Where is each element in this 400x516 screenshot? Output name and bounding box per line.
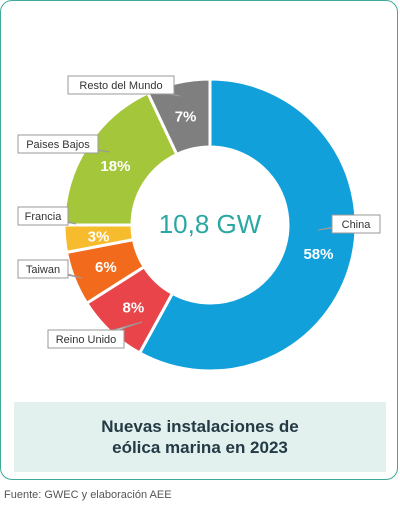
chart-title: Nuevas instalaciones de eólica marina en… xyxy=(101,417,299,457)
callout-label-reino-unido: Reino Unido xyxy=(56,334,117,346)
callout-label-paises-bajos: Paises Bajos xyxy=(26,139,90,151)
pct-label-resto-del-mundo: 7% xyxy=(175,109,197,126)
pct-label-francia: 3% xyxy=(88,229,110,246)
callout-taiwan: Taiwan xyxy=(17,259,83,279)
callout-label-china: China xyxy=(342,219,372,231)
callout-label-resto-del-mundo: Resto del Mundo xyxy=(79,80,162,92)
pct-label-paises-bajos: 18% xyxy=(100,158,130,175)
center-label: 10,8 GW xyxy=(159,209,262,239)
callout-china: China xyxy=(317,214,381,234)
slice-paises-bajos xyxy=(62,90,179,227)
chart-caption: Nuevas instalaciones de eólica marina en… xyxy=(14,402,386,472)
callout-paises-bajos: Paises Bajos xyxy=(17,134,111,154)
pct-label-reino-unido: 8% xyxy=(122,300,144,317)
slice-china xyxy=(137,77,358,373)
callout-resto-del-mundo: Resto del Mundo xyxy=(67,75,181,97)
donut-chart: China Reino Unido Taiwan Francia Paises Bajo… xyxy=(17,75,381,373)
pct-label-taiwan: 6% xyxy=(95,259,117,276)
callout-reino-unido: Reino Unido xyxy=(47,321,143,349)
pct-label-china: 58% xyxy=(303,246,333,263)
callout-label-francia: Francia xyxy=(25,211,63,223)
callout-label-taiwan: Taiwan xyxy=(26,264,60,276)
source-note: Fuente: GWEC y elaboración AEE xyxy=(4,489,172,501)
callout-francia: Francia xyxy=(17,206,77,226)
